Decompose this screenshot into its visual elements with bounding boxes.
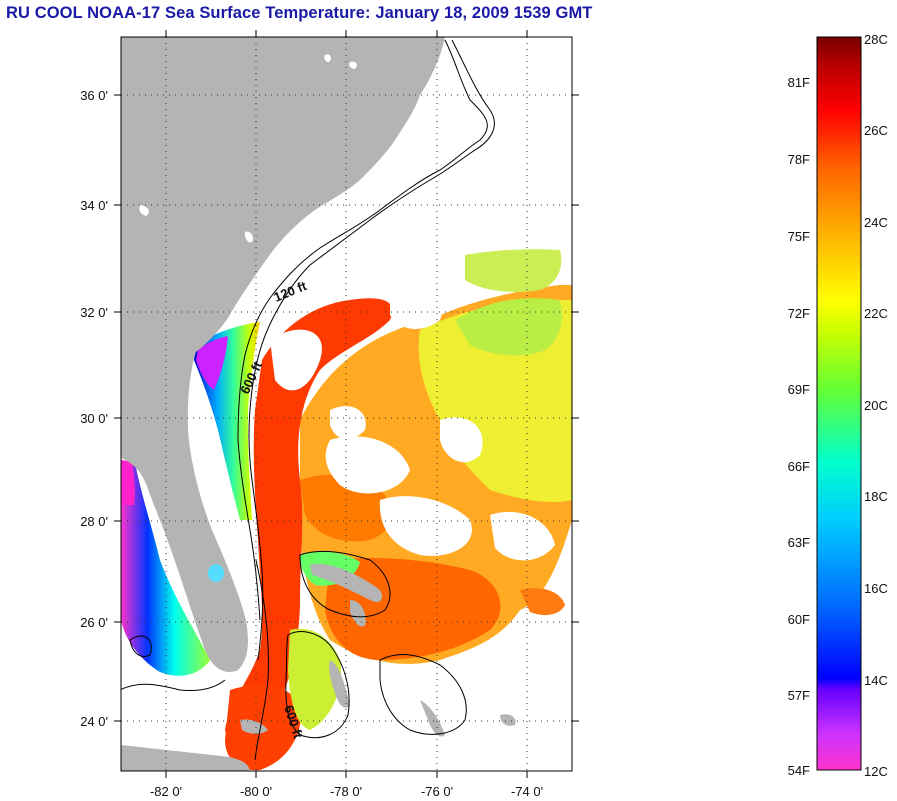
lon-label: -82 0' (150, 784, 182, 799)
cuba-coast (121, 745, 250, 771)
florida-carolina-coast (121, 37, 445, 672)
celsius-label: 12C (864, 764, 888, 779)
sst-field (121, 249, 572, 771)
sst-coldest-patch (196, 336, 228, 390)
sst-north-patch (465, 249, 562, 292)
lat-label: 26 0' (80, 615, 108, 630)
lon-label: -78 0' (330, 784, 362, 799)
lat-label: 32 0' (80, 305, 108, 320)
fahrenheit-label: 81F (788, 75, 810, 90)
long-island-bahamas (500, 714, 516, 726)
celsius-label: 20C (864, 398, 888, 413)
sst-east-patch (520, 588, 565, 616)
axis-ticks (114, 30, 579, 778)
contour-600ft (248, 39, 495, 661)
celsius-label: 16C (864, 581, 888, 596)
abaco-island (350, 600, 366, 627)
map-panel (121, 37, 572, 771)
map-title: RU COOL NOAA-17 Sea Surface Temperature:… (6, 4, 593, 22)
lat-label: 36 0' (80, 88, 108, 103)
lake-okeechobee (208, 564, 224, 582)
fahrenheit-label: 66F (788, 459, 810, 474)
fahrenheit-label: 69F (788, 382, 810, 397)
color-bar: 81F 78F 75F 72F 69F 66F 63F 60F 57F 54F … (788, 32, 888, 779)
exuma-island (420, 700, 445, 737)
florida-keys (240, 719, 268, 734)
colorbar-celsius-labels: 28C 26C 24C 22C 20C 18C 16C 14C 12C (864, 32, 888, 779)
sst-gulf-magenta (121, 460, 135, 505)
fahrenheit-label: 63F (788, 535, 810, 550)
longitude-labels: -82 0' -80 0' -78 0' -76 0' -74 0' (150, 784, 543, 799)
fahrenheit-label: 54F (788, 763, 810, 778)
fahrenheit-label: 72F (788, 306, 810, 321)
contour-exuma-bank (379, 654, 467, 735)
celsius-label: 26C (864, 123, 888, 138)
andros-island (329, 660, 350, 708)
graticule (121, 37, 572, 771)
latitude-labels: 36 0' 34 0' 32 0' 30 0' 28 0' 26 0' 24 0… (80, 88, 108, 729)
celsius-label: 28C (864, 32, 888, 47)
lat-label: 24 0' (80, 714, 108, 729)
contour-gulf-1 (129, 635, 152, 657)
land-masses (121, 37, 516, 771)
contour-keys (121, 679, 226, 691)
sst-yellowgreen-patch (455, 298, 562, 356)
fahrenheit-label: 60F (788, 612, 810, 627)
celsius-label: 14C (864, 673, 888, 688)
sst-bank-green (288, 628, 341, 730)
lon-label: -76 0' (421, 784, 453, 799)
lon-label: -74 0' (511, 784, 543, 799)
lat-label: 30 0' (80, 411, 108, 426)
contour-120ft (237, 39, 488, 621)
contour-600ft-south (254, 559, 269, 761)
depth-contours (121, 39, 495, 761)
fahrenheit-label: 57F (788, 688, 810, 703)
colorbar-gradient (816, 36, 862, 771)
fahrenheit-label: 78F (788, 152, 810, 167)
celsius-label: 22C (864, 306, 888, 321)
lat-label: 28 0' (80, 514, 108, 529)
fahrenheit-label: 75F (788, 229, 810, 244)
lon-label: -80 0' (240, 784, 272, 799)
celsius-label: 24C (864, 215, 888, 230)
colorbar-fahrenheit-labels: 81F 78F 75F 72F 69F 66F 63F 60F 57F 54F (788, 75, 810, 778)
contour-great-bahama-bank (285, 631, 350, 739)
lat-label: 34 0' (80, 198, 108, 213)
grand-bahama (310, 564, 382, 602)
contour-little-bahama-bank (299, 550, 391, 618)
celsius-label: 18C (864, 489, 888, 504)
